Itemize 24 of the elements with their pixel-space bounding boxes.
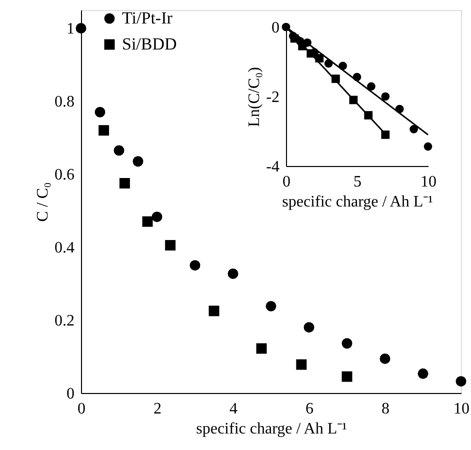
legend-label: Ti/Pt-Ir: [122, 8, 173, 28]
x-tick-label: 4: [230, 400, 238, 418]
y-tick-label: -4: [266, 158, 280, 176]
y-tick-label: 0.6: [54, 166, 74, 184]
y-axis-title: C / C₀: [34, 182, 52, 222]
legend-label: Si/BDD: [122, 34, 177, 54]
x-tick-label: 10: [454, 400, 470, 418]
y-tick-label: 0: [66, 386, 74, 402]
x-tick-label: 8: [382, 400, 390, 418]
x-axis-title: specific charge / Ah L⁻¹: [282, 194, 434, 210]
x-axis-title: specific charge / Ah L⁻¹: [196, 420, 348, 438]
x-tick-label: 6: [306, 400, 314, 418]
x-tick-label: 10: [420, 174, 436, 190]
y-tick-label: 1: [66, 20, 74, 38]
y-tick-label: -2: [266, 89, 280, 106]
y-tick-label: 0.8: [54, 94, 74, 111]
x-tick-label: 0: [78, 400, 86, 418]
y-tick-label: 0.4: [54, 240, 74, 257]
x-tick-label: 0: [282, 174, 290, 190]
y-tick-label: 0.2: [54, 312, 74, 330]
x-tick-label: 5: [354, 174, 362, 190]
y-tick-label: 0: [272, 20, 280, 36]
x-tick-label: 2: [154, 400, 162, 418]
y-axis-title: Ln(C/C₀): [246, 67, 264, 127]
